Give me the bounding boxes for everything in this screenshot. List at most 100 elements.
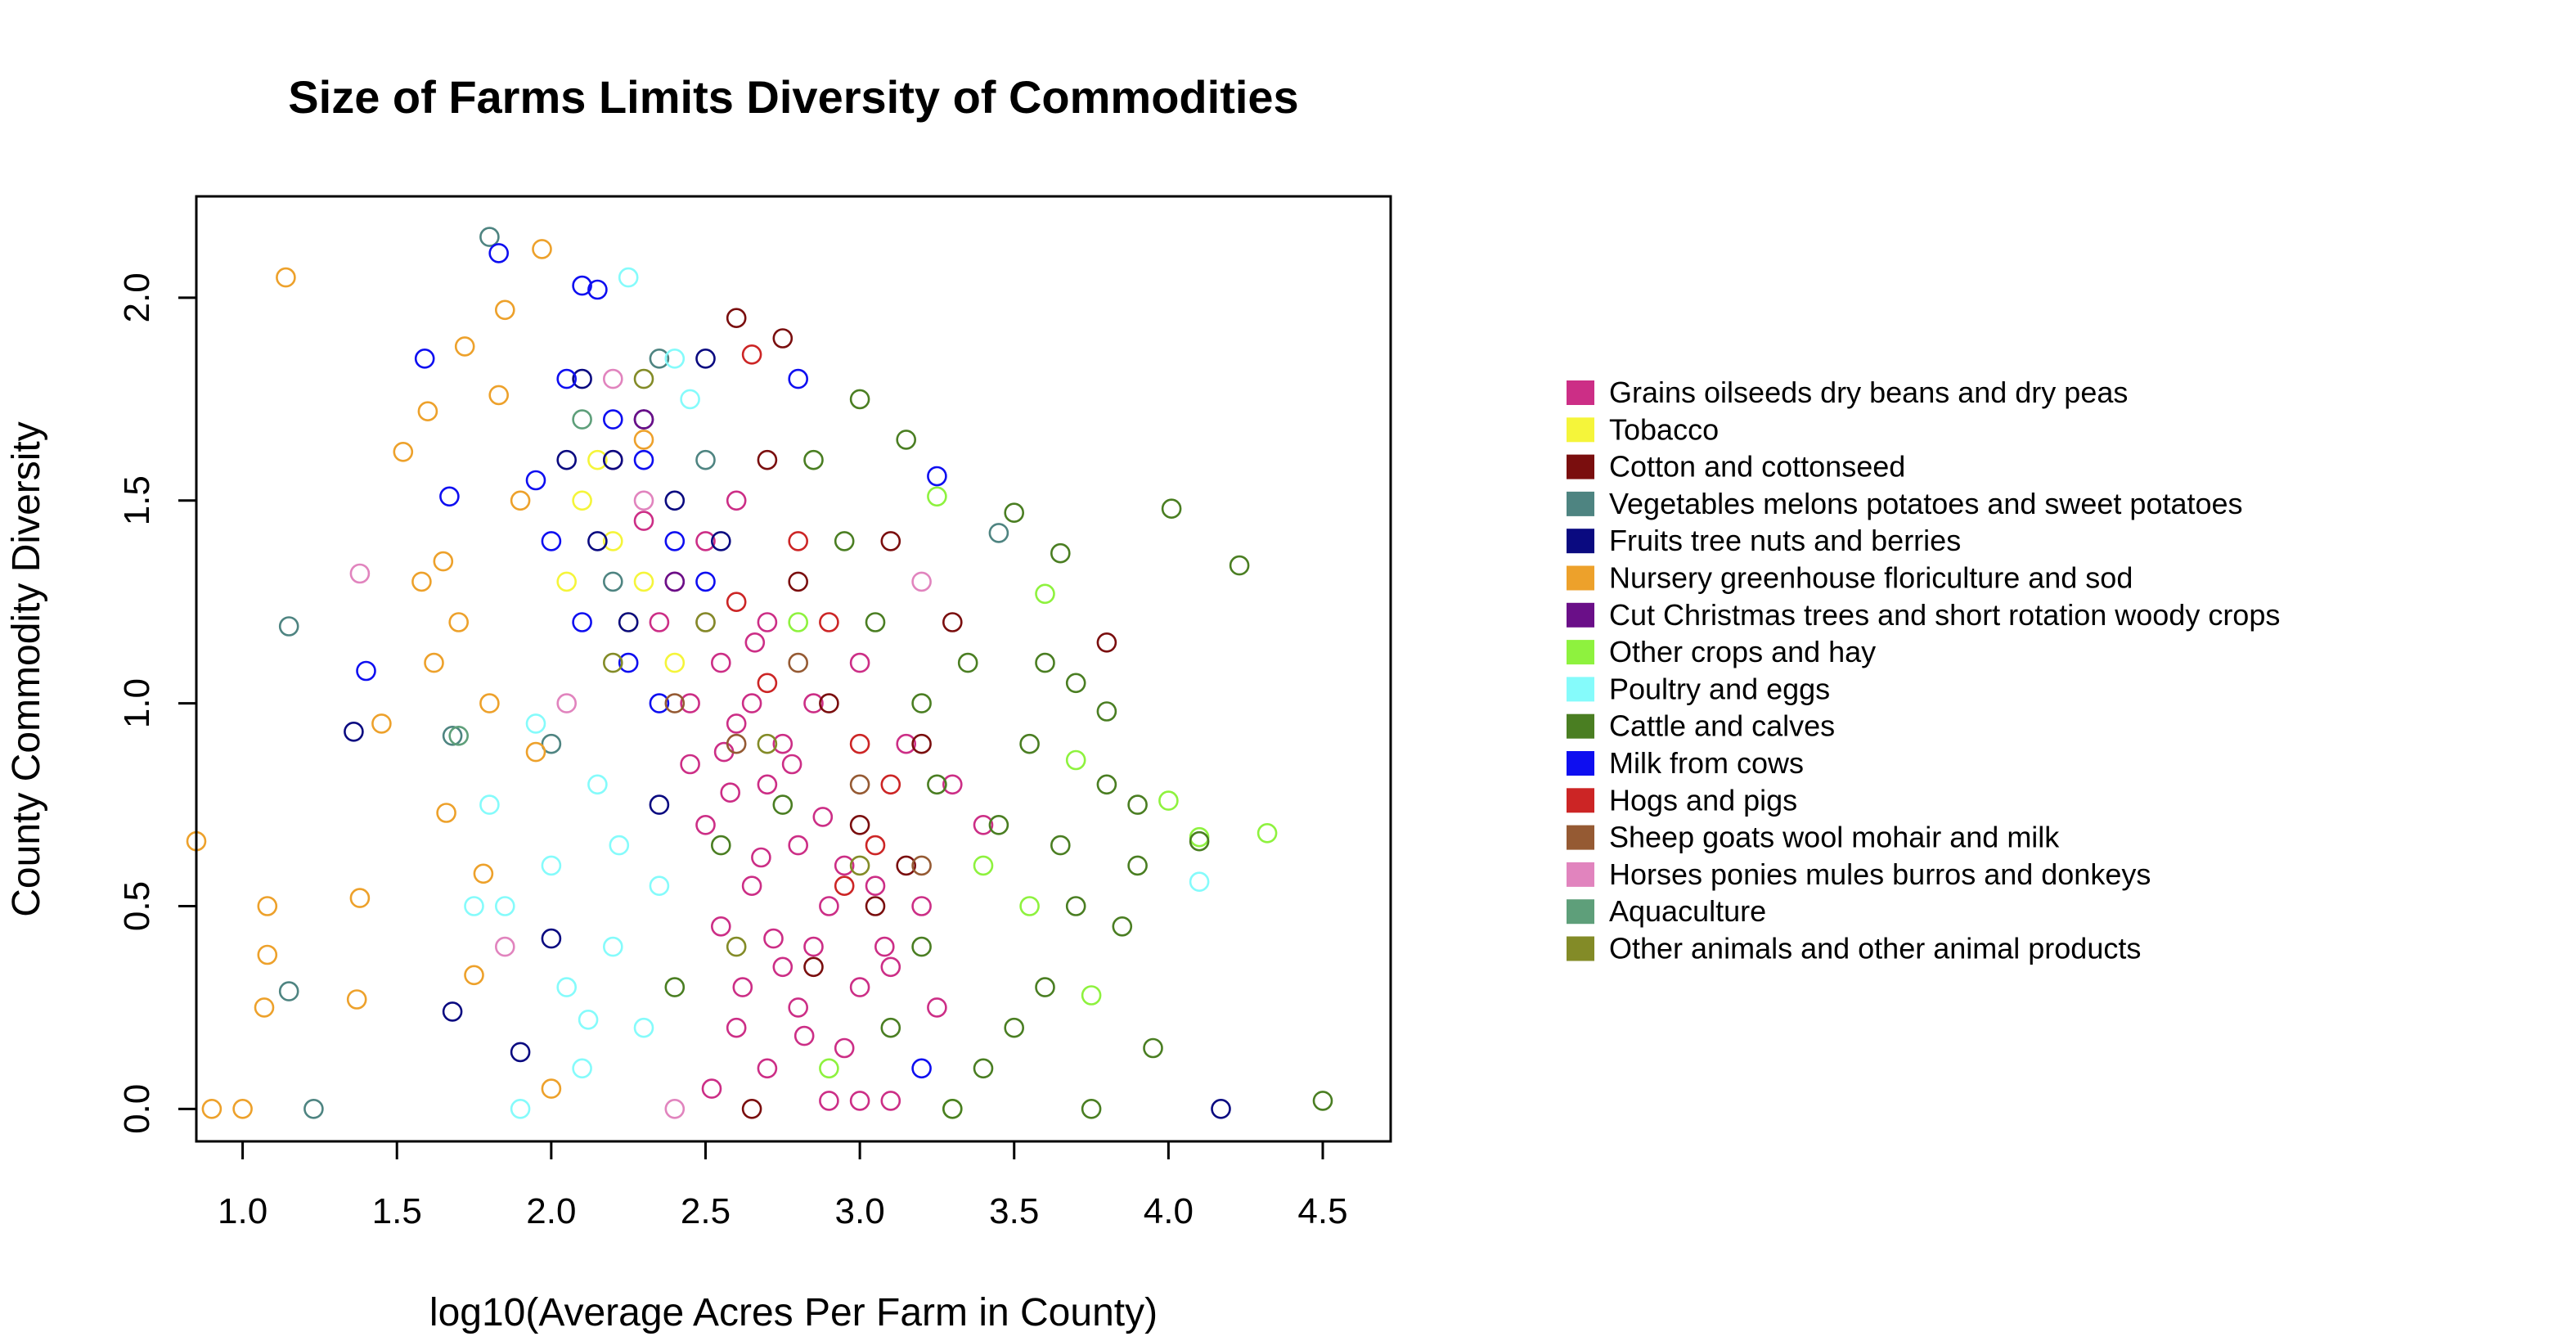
data-point <box>788 997 809 1018</box>
data-point <box>344 721 364 742</box>
data-point <box>757 612 778 632</box>
data-point <box>1065 749 1086 771</box>
data-point <box>587 774 608 795</box>
data-point <box>911 571 932 592</box>
data-point <box>618 267 639 288</box>
data-point <box>695 348 716 369</box>
data-point <box>602 368 623 389</box>
data-point <box>532 239 552 259</box>
data-point <box>772 956 793 978</box>
data-point <box>1127 794 1148 815</box>
legend-label: Milk from cows <box>1609 746 1804 780</box>
data-point <box>849 774 870 795</box>
x-tick-label: 2.0 <box>526 1191 576 1231</box>
data-point <box>803 449 824 470</box>
data-point <box>757 1058 778 1079</box>
data-point <box>587 279 608 300</box>
data-point <box>664 977 686 997</box>
data-point <box>1312 1091 1333 1111</box>
data-point <box>803 936 824 957</box>
data-point <box>927 486 947 507</box>
data-point <box>880 531 901 551</box>
data-point <box>1050 835 1071 856</box>
data-point <box>578 1010 599 1030</box>
data-point <box>849 977 870 997</box>
data-point <box>896 430 916 450</box>
data-point <box>710 916 731 937</box>
data-point <box>1081 985 1102 1006</box>
data-point <box>572 490 592 511</box>
chart-title: Size of Farms Limits Diversity of Commod… <box>288 71 1298 123</box>
x-tick-label: 4.0 <box>1144 1191 1194 1231</box>
data-point <box>1229 555 1250 576</box>
series-14 <box>448 409 592 746</box>
data-point <box>633 409 654 430</box>
data-point <box>587 531 608 551</box>
data-point <box>911 693 932 713</box>
data-point <box>973 855 994 876</box>
series-10 <box>356 243 947 1079</box>
data-point <box>726 713 747 734</box>
data-point <box>1050 542 1071 564</box>
data-point <box>454 336 475 357</box>
data-point <box>819 896 839 916</box>
series-12 <box>664 652 932 876</box>
data-point <box>556 693 578 713</box>
data-point <box>439 486 460 507</box>
legend-swatch <box>1567 529 1594 554</box>
data-point <box>927 774 947 795</box>
data-point <box>788 612 809 632</box>
data-point <box>726 936 747 957</box>
x-tick-label: 3.0 <box>835 1191 885 1231</box>
data-point <box>1004 502 1024 524</box>
data-point <box>751 847 771 868</box>
data-point <box>664 1099 686 1119</box>
data-point <box>649 875 670 896</box>
data-point <box>602 409 623 430</box>
data-point <box>726 490 747 511</box>
data-point <box>572 1058 592 1079</box>
data-point <box>812 807 834 827</box>
data-point <box>710 531 731 551</box>
data-point <box>803 693 824 713</box>
data-point <box>572 368 592 389</box>
data-point <box>865 875 886 896</box>
data-point <box>720 782 741 803</box>
data-point <box>664 571 686 592</box>
x-tick-label: 3.5 <box>989 1191 1039 1231</box>
data-point <box>1065 896 1086 916</box>
y-tick-label: 0.0 <box>117 1084 157 1134</box>
data-point <box>541 855 562 876</box>
data-point <box>424 652 444 673</box>
legend-label: Cattle and calves <box>1609 709 1835 743</box>
data-point <box>1019 896 1040 916</box>
y-tick-label: 1.0 <box>117 678 157 728</box>
data-point <box>880 1017 901 1038</box>
data-point <box>744 632 766 653</box>
data-point <box>865 835 886 856</box>
data-point <box>911 936 932 957</box>
data-point <box>772 328 793 349</box>
y-axis-label: County Commodity Diversity <box>5 421 48 916</box>
legend-label: Horses ponies mules burros and donkeys <box>1609 857 2151 891</box>
data-point <box>649 612 670 632</box>
data-point <box>834 1037 855 1059</box>
data-point <box>880 1091 901 1111</box>
data-point <box>1035 652 1055 673</box>
data-point <box>664 531 686 551</box>
series-8 <box>464 267 1210 1119</box>
legend: Grains oilseeds dry beans and dry peasTo… <box>1567 376 2280 965</box>
legend-swatch <box>1567 899 1594 925</box>
data-point <box>479 794 500 815</box>
series-6 <box>633 409 686 592</box>
data-point <box>602 571 623 592</box>
data-point <box>257 896 278 916</box>
data-point <box>834 855 855 876</box>
data-point <box>572 409 592 430</box>
data-point <box>788 571 809 592</box>
data-point <box>649 794 670 815</box>
data-point <box>464 965 484 986</box>
data-point <box>927 997 947 1018</box>
data-point <box>726 308 747 329</box>
data-point <box>757 733 778 754</box>
